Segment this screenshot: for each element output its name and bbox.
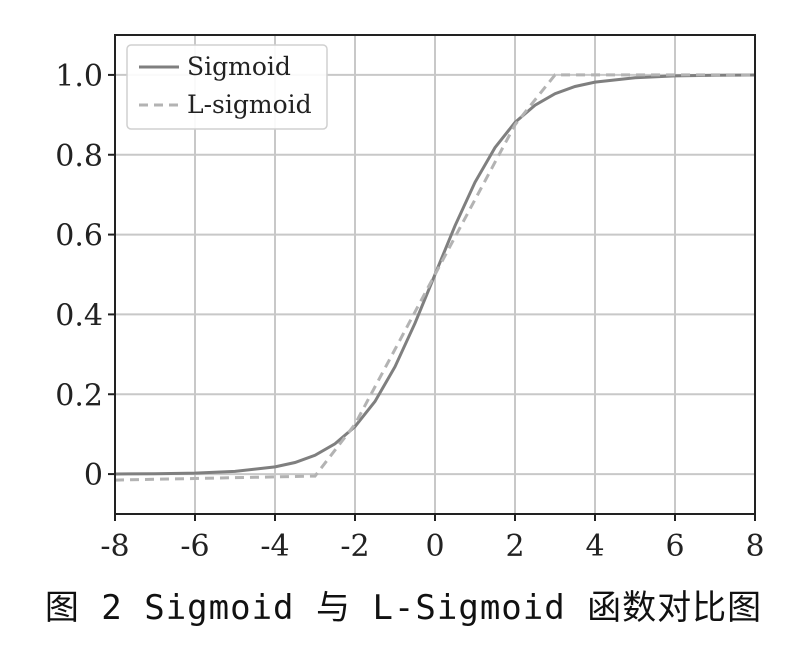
x-tick-label: 8 bbox=[745, 529, 764, 564]
y-tick-label: 0.2 bbox=[55, 378, 103, 413]
y-tick-label: 1.0 bbox=[55, 59, 103, 94]
legend: Sigmoid L-sigmoid bbox=[126, 44, 328, 130]
legend-label: L-sigmoid bbox=[187, 90, 312, 119]
x-tick-label: 2 bbox=[505, 529, 524, 564]
y-tick-label: 0 bbox=[84, 458, 103, 493]
legend-label: Sigmoid bbox=[187, 52, 291, 81]
x-tick-label: -4 bbox=[260, 529, 289, 564]
x-tick-label: 0 bbox=[425, 529, 444, 564]
y-tick-label: 0.4 bbox=[55, 298, 103, 333]
x-tick-label: -2 bbox=[340, 529, 369, 564]
x-tick-label: -8 bbox=[100, 529, 129, 564]
y-tick-label: 0.8 bbox=[55, 139, 103, 174]
figure-caption: 图 2 Sigmoid 与 L-Sigmoid 函数对比图 bbox=[44, 588, 763, 628]
chart: -8 -6 -4 -2 0 2 4 6 8 0 0.2 0.4 0.6 0.8 1.0 Sigmoid L-s… bbox=[55, 34, 765, 564]
x-tick-label: -6 bbox=[180, 529, 209, 564]
x-tick-label: 4 bbox=[585, 529, 604, 564]
y-tick-label: 0.6 bbox=[55, 219, 103, 254]
series-layer bbox=[114, 73, 756, 482]
series-line-l-sigmoid bbox=[114, 73, 755, 482]
x-tick-label: 6 bbox=[665, 529, 684, 564]
axis-ticks: -8 -6 -4 -2 0 2 4 6 8 0 0.2 0.4 0.6 0.8 1.0 bbox=[55, 59, 764, 564]
